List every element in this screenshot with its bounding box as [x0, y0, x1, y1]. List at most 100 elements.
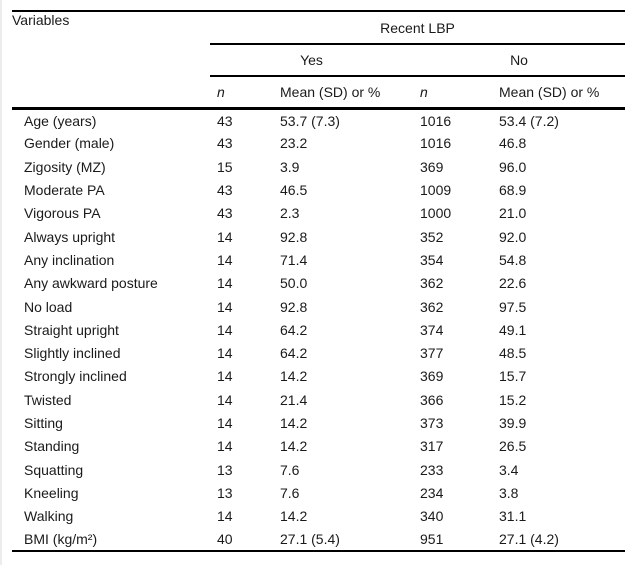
cell-variable: Walking	[24, 508, 74, 525]
cell-yes-n: 43	[217, 205, 233, 222]
cell-yes-mean: 71.4	[280, 251, 308, 268]
cell-no-n: 1016	[420, 135, 452, 152]
results-table-wrap: Variables Recent LBP Yes No n Mean (SD) …	[12, 10, 626, 553]
cell-variable: Slightly inclined	[24, 345, 121, 362]
table-row: Slightly inclined 14 64.2 377 48.5	[12, 341, 625, 364]
col-header-mean-no: Mean (SD) or %	[492, 76, 626, 110]
cell-no-n: 234	[420, 484, 444, 501]
cell-no-mean: 49.1	[499, 321, 527, 338]
col-header-n-yes: n	[210, 76, 273, 110]
cell-variable: Strongly inclined	[24, 368, 127, 385]
table-row: Standing 14 14.2 317 26.5	[12, 435, 625, 458]
cell-variable: Any inclination	[24, 251, 115, 268]
table-row: Moderate PA 43 46.5 1009 68.9	[12, 178, 625, 201]
col-header-recent-lbp: Recent LBP	[210, 11, 626, 45]
cell-no-mean: 22.6	[499, 275, 527, 292]
cell-yes-mean: 14.2	[280, 508, 308, 525]
cell-no-n: 369	[420, 368, 444, 385]
cell-yes-mean: 27.1 (5.4)	[280, 530, 340, 547]
cell-variable: Squatting	[24, 461, 84, 478]
cell-no-mean: 54.8	[499, 251, 527, 268]
cell-yes-mean: 2.3	[280, 205, 300, 222]
table-row: Zigosity (MZ) 15 3.9 369 96.0	[12, 155, 625, 178]
table-row: No load 14 92.8 362 97.5	[12, 295, 625, 318]
cell-yes-mean: 64.2	[280, 345, 308, 362]
cell-no-mean: 31.1	[499, 508, 527, 525]
col-header-yes: Yes	[210, 44, 413, 77]
cell-variable: Standing	[24, 438, 80, 455]
cell-yes-mean: 14.2	[280, 438, 308, 455]
cell-no-n: 362	[420, 275, 444, 292]
cell-yes-mean: 23.2	[280, 135, 308, 152]
cell-no-mean: 3.4	[499, 461, 519, 478]
cell-yes-mean: 53.7 (7.3)	[280, 112, 340, 129]
cell-variable: Moderate PA	[24, 182, 105, 199]
table-row: Gender (male) 43 23.2 1016 46.8	[12, 132, 625, 155]
cell-yes-mean: 3.9	[280, 158, 300, 175]
col-header-no: No	[413, 44, 626, 77]
cell-no-n: 1000	[420, 205, 452, 222]
header-row-measures: n Mean (SD) or % n Mean (SD) or %	[12, 76, 626, 110]
table-header: Variables Recent LBP Yes No n Mean (SD) …	[12, 11, 626, 110]
cell-variable: Kneeling	[24, 484, 79, 501]
cell-yes-mean: 7.6	[280, 484, 300, 501]
cell-yes-n: 14	[217, 438, 233, 455]
col-header-n-no: n	[413, 76, 492, 110]
cell-yes-mean: 46.5	[280, 182, 308, 199]
results-table: Variables Recent LBP Yes No n Mean (SD) …	[12, 10, 626, 553]
table-row: Any inclination 14 71.4 354 54.8	[12, 248, 625, 271]
cell-no-mean: 39.9	[499, 415, 527, 431]
cell-no-n: 369	[420, 158, 444, 175]
cell-yes-n: 43	[217, 182, 233, 199]
cell-no-mean: 92.0	[499, 228, 527, 245]
cell-variable: No load	[24, 298, 73, 315]
cell-variable: Sitting	[24, 415, 63, 431]
cell-yes-n: 13	[217, 461, 233, 478]
cell-yes-n: 14	[217, 391, 233, 408]
table-row: Twisted 14 21.4 366 15.2	[12, 388, 625, 411]
cell-no-n: 352	[420, 228, 444, 245]
cell-yes-mean: 92.8	[280, 228, 308, 245]
cell-no-mean: 21.0	[499, 205, 527, 222]
cell-variable: BMI (kg/m²)	[24, 530, 98, 547]
cell-yes-n: 14	[217, 298, 233, 315]
cell-yes-n: 14	[217, 251, 233, 268]
table-row: Walking 14 14.2 340 31.1	[12, 505, 625, 528]
header-row-subgroup: Yes No	[12, 44, 626, 77]
cell-yes-mean: 7.6	[280, 461, 300, 478]
cell-no-mean: 48.5	[499, 345, 527, 362]
cell-no-mean: 68.9	[499, 182, 527, 199]
col-header-mean-yes: Mean (SD) or %	[273, 76, 413, 110]
cell-yes-n: 43	[217, 112, 233, 129]
col-header-variables: Variables	[12, 11, 210, 110]
cell-no-n: 317	[420, 438, 444, 455]
table-body: Age (years) 43 53.7 (7.3) 1016 53.4 (7.2…	[12, 109, 625, 552]
cell-variable: Gender (male)	[24, 135, 115, 152]
cell-yes-n: 13	[217, 484, 233, 501]
table-row: Always upright 14 92.8 352 92.0	[12, 225, 625, 248]
cell-no-n: 366	[420, 391, 444, 408]
cell-variable: Always upright	[24, 228, 116, 245]
cell-variable: Age (years)	[24, 112, 97, 129]
cell-variable: Straight upright	[24, 321, 119, 338]
cell-yes-mean: 14.2	[280, 368, 308, 385]
cell-variable: Zigosity (MZ)	[24, 158, 106, 175]
cell-no-n: 374	[420, 321, 444, 338]
cell-yes-n: 14	[217, 275, 233, 292]
cell-no-n: 377	[420, 345, 444, 362]
cell-no-n: 233	[420, 461, 444, 478]
cell-yes-n: 15	[217, 158, 233, 175]
cell-no-n: 1009	[420, 182, 452, 199]
cell-variable: Any awkward posture	[24, 275, 158, 292]
cell-yes-mean: 21.4	[280, 391, 308, 408]
cell-no-n: 951	[420, 530, 444, 547]
cell-no-n: 362	[420, 298, 444, 315]
cell-no-n: 354	[420, 251, 444, 268]
table-row: Squatting 13 7.6 233 3.4	[12, 458, 625, 481]
cell-no-mean: 46.8	[499, 135, 527, 152]
table-row: BMI (kg/m²) 40 27.1 (5.4) 951 27.1 (4.2)	[12, 528, 625, 551]
cell-yes-mean: 14.2	[280, 415, 308, 431]
cell-no-mean: 15.2	[499, 391, 527, 408]
cell-yes-mean: 64.2	[280, 321, 308, 338]
